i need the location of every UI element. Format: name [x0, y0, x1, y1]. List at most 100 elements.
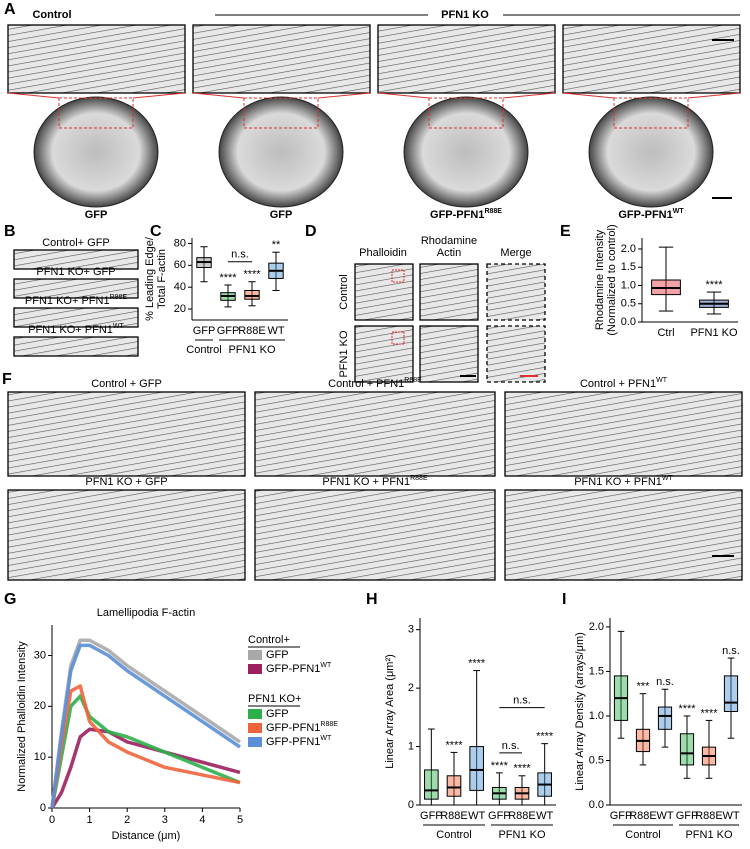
series-line: [50, 643, 241, 809]
significance: ****: [491, 760, 509, 772]
significance: ****: [705, 279, 723, 291]
row-label-text: PFN1 KO+ PFN1: [28, 324, 113, 336]
micrograph: [254, 489, 496, 581]
caption-text: GFP-PFN1: [618, 209, 672, 221]
row-label: PFN1 KO+ GFP: [36, 266, 115, 278]
y-tick-label: 1.0: [621, 279, 636, 291]
row-label: Control+ GFP: [42, 237, 110, 249]
micrograph: [504, 489, 743, 581]
panel-label: A: [4, 1, 16, 18]
x-tick-label: GFP: [217, 325, 240, 337]
panel-label: I: [562, 591, 566, 608]
x-tick-label: R88E: [695, 810, 723, 822]
box: [657, 706, 673, 730]
image-label-text: Control + PFN1: [328, 378, 404, 390]
y-tick-label: 0.5: [589, 754, 604, 766]
significance: n.s.: [656, 676, 674, 688]
x-tick-label: WT: [656, 810, 673, 822]
zoom-line: [7, 92, 60, 99]
box: [244, 289, 260, 300]
micrograph: [354, 263, 414, 321]
group-label: Control: [186, 344, 221, 356]
y-tick-label: 0.0: [589, 799, 604, 811]
box: [446, 775, 462, 797]
micrograph: [486, 325, 546, 383]
micrograph: [7, 489, 246, 581]
panel-label: G: [4, 591, 16, 608]
y-tick-label: 2.0: [589, 621, 604, 633]
bracket-label: n.s.: [513, 695, 531, 707]
image-label: Control + PFN1WT: [580, 377, 668, 390]
x-tick-label: 0: [49, 814, 55, 826]
significance: ****: [219, 272, 237, 284]
box: [424, 769, 439, 800]
legend-label: GFP: [266, 708, 289, 720]
caption-text: GFP-PFN1: [430, 209, 484, 221]
row-label-text: Control+ GFP: [42, 237, 110, 249]
x-tick-label: 5: [237, 814, 243, 826]
y-tick-label: 10: [34, 751, 46, 763]
legend-header: PFN1 KO+: [248, 693, 302, 705]
row-label-sup: R88E: [110, 294, 128, 301]
x-tick-label: R88E: [440, 810, 468, 822]
column-label: Actin: [437, 247, 461, 259]
x-tick-label: GFP: [676, 810, 699, 822]
cell-image: [33, 96, 159, 208]
cell-image: [588, 96, 714, 208]
caption-text: GFP: [270, 209, 293, 221]
significance: ****: [536, 731, 554, 743]
x-tick-label: WT: [468, 810, 485, 822]
cell-image: [218, 96, 344, 208]
y-tick-label: 0.0: [621, 316, 636, 328]
significance: n.s.: [722, 645, 740, 657]
legend-label: GFP-PFN1WT: [266, 735, 332, 748]
y-tick-label: 80: [174, 237, 186, 249]
inset-box: [391, 331, 405, 345]
y-axis-label: (Normalized to control): [606, 224, 618, 335]
zoom-line: [687, 92, 741, 99]
zoom-image: [7, 24, 186, 94]
box: [723, 675, 739, 713]
y-tick-label: 0: [408, 799, 414, 811]
profile-image: [13, 307, 139, 328]
legend-name: GFP-PFN1: [266, 722, 320, 734]
group-label: PFN1 KO: [685, 829, 733, 841]
group-label: PFN1 KO: [441, 9, 489, 21]
zoom-line: [562, 92, 615, 99]
bracket-label: n.s.: [231, 249, 249, 261]
legend-swatch: [248, 723, 262, 733]
image-label: PFN1 KO + PFN1WT: [574, 475, 673, 488]
row-label-text: PFN1 KO+ PFN1: [25, 295, 110, 307]
x-tick-label: WT: [267, 325, 284, 337]
image-label-text: PFN1 KO + PFN1: [574, 476, 662, 488]
x-tick-label: 1: [87, 814, 93, 826]
y-tick-label: 1.0: [589, 710, 604, 722]
zoom-line: [132, 92, 186, 99]
x-tick-label: 2: [124, 814, 130, 826]
caption-text: GFP: [85, 209, 108, 221]
x-tick-label: GFP: [488, 810, 511, 822]
significance: ****: [243, 269, 261, 281]
legend-sup: WT: [320, 735, 332, 742]
caption-sup: WT: [673, 208, 685, 215]
zoom-image: [562, 24, 741, 94]
row-label: PFN1 KO: [338, 330, 350, 378]
legend-swatch: [248, 737, 262, 747]
inset-box: [428, 97, 504, 129]
image-label-text: Control + GFP: [91, 378, 162, 390]
zoom-image: [192, 24, 371, 94]
significance: ****: [445, 739, 463, 751]
significance: ****: [513, 763, 531, 775]
panel-label: D: [305, 223, 317, 240]
inset-box: [243, 97, 319, 129]
x-tick-label: 4: [199, 814, 205, 826]
x-tick-label: Ctrl: [657, 327, 674, 339]
image-label-text: Control + PFN1: [580, 378, 656, 390]
x-tick-label: GFP: [193, 325, 216, 337]
x-tick-label: 3: [162, 814, 168, 826]
zoom-line: [502, 92, 556, 99]
legend-header: Control+: [248, 634, 290, 646]
y-tick-label: 2: [408, 682, 414, 694]
row-label: PFN1 KO+ PFN1R88E: [25, 294, 128, 307]
zoom-line: [317, 92, 371, 99]
